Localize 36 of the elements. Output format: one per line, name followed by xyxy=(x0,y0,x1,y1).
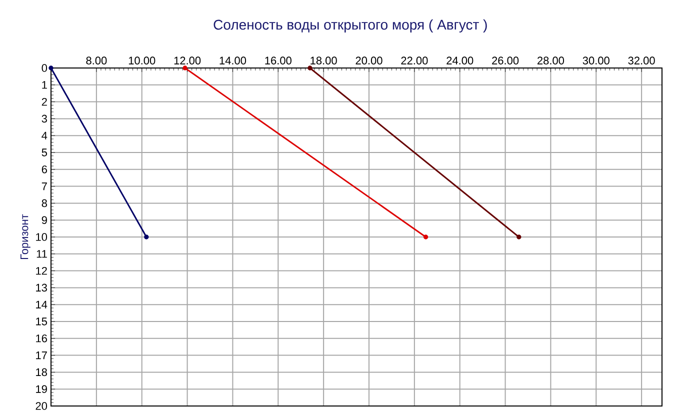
y-tick-label: 14 xyxy=(36,300,48,308)
y-tick-label: 18 xyxy=(36,368,47,376)
x-tick-label: 12.00 xyxy=(174,56,201,64)
y-tick-label: 15 xyxy=(36,318,47,326)
y-tick-label: 19 xyxy=(36,385,47,393)
y-tick-label: 13 xyxy=(36,284,47,292)
x-tick-label: 32.00 xyxy=(628,56,655,64)
x-tick-label: 24.00 xyxy=(446,56,474,64)
y-tick-label: 4 xyxy=(42,132,48,140)
y-tick-label: 17 xyxy=(36,352,47,360)
y-tick-label: 16 xyxy=(36,334,47,342)
x-tick-label: 16.00 xyxy=(265,56,292,64)
x-tick-label: 26.00 xyxy=(492,56,519,64)
y-tick-label: 6 xyxy=(42,166,47,174)
y-tick-label: 0 xyxy=(42,64,48,72)
x-tick-label: 20.00 xyxy=(356,56,382,64)
y-tick-label: 8 xyxy=(42,199,47,208)
x-tick-label: 28.00 xyxy=(537,56,564,64)
x-tick-label: 10.00 xyxy=(128,56,156,64)
x-tick-label: 30.00 xyxy=(582,56,610,64)
x-tick-label: 22.00 xyxy=(401,56,428,64)
y-tick-label: 20 xyxy=(36,402,48,410)
y-tick-label: 1 xyxy=(42,81,47,89)
y-tick-label: 10 xyxy=(36,233,48,241)
x-tick-label: 18.00 xyxy=(310,56,337,64)
chart-title: Соленость воды открытого моря ( Август ) xyxy=(214,19,487,32)
y-tick-label: 5 xyxy=(42,148,47,156)
x-tick-label: 8.00 xyxy=(86,56,107,64)
x-tick-label: 14.00 xyxy=(220,56,246,64)
y-axis-title: Горизонт xyxy=(20,214,30,259)
y-tick-label: 12 xyxy=(36,266,47,275)
y-tick-label: 7 xyxy=(42,182,47,190)
y-tick-label: 9 xyxy=(42,216,47,224)
y-tick-label: 11 xyxy=(36,250,47,258)
y-tick-label: 3 xyxy=(42,114,47,123)
y-tick-label: 2 xyxy=(42,98,47,106)
